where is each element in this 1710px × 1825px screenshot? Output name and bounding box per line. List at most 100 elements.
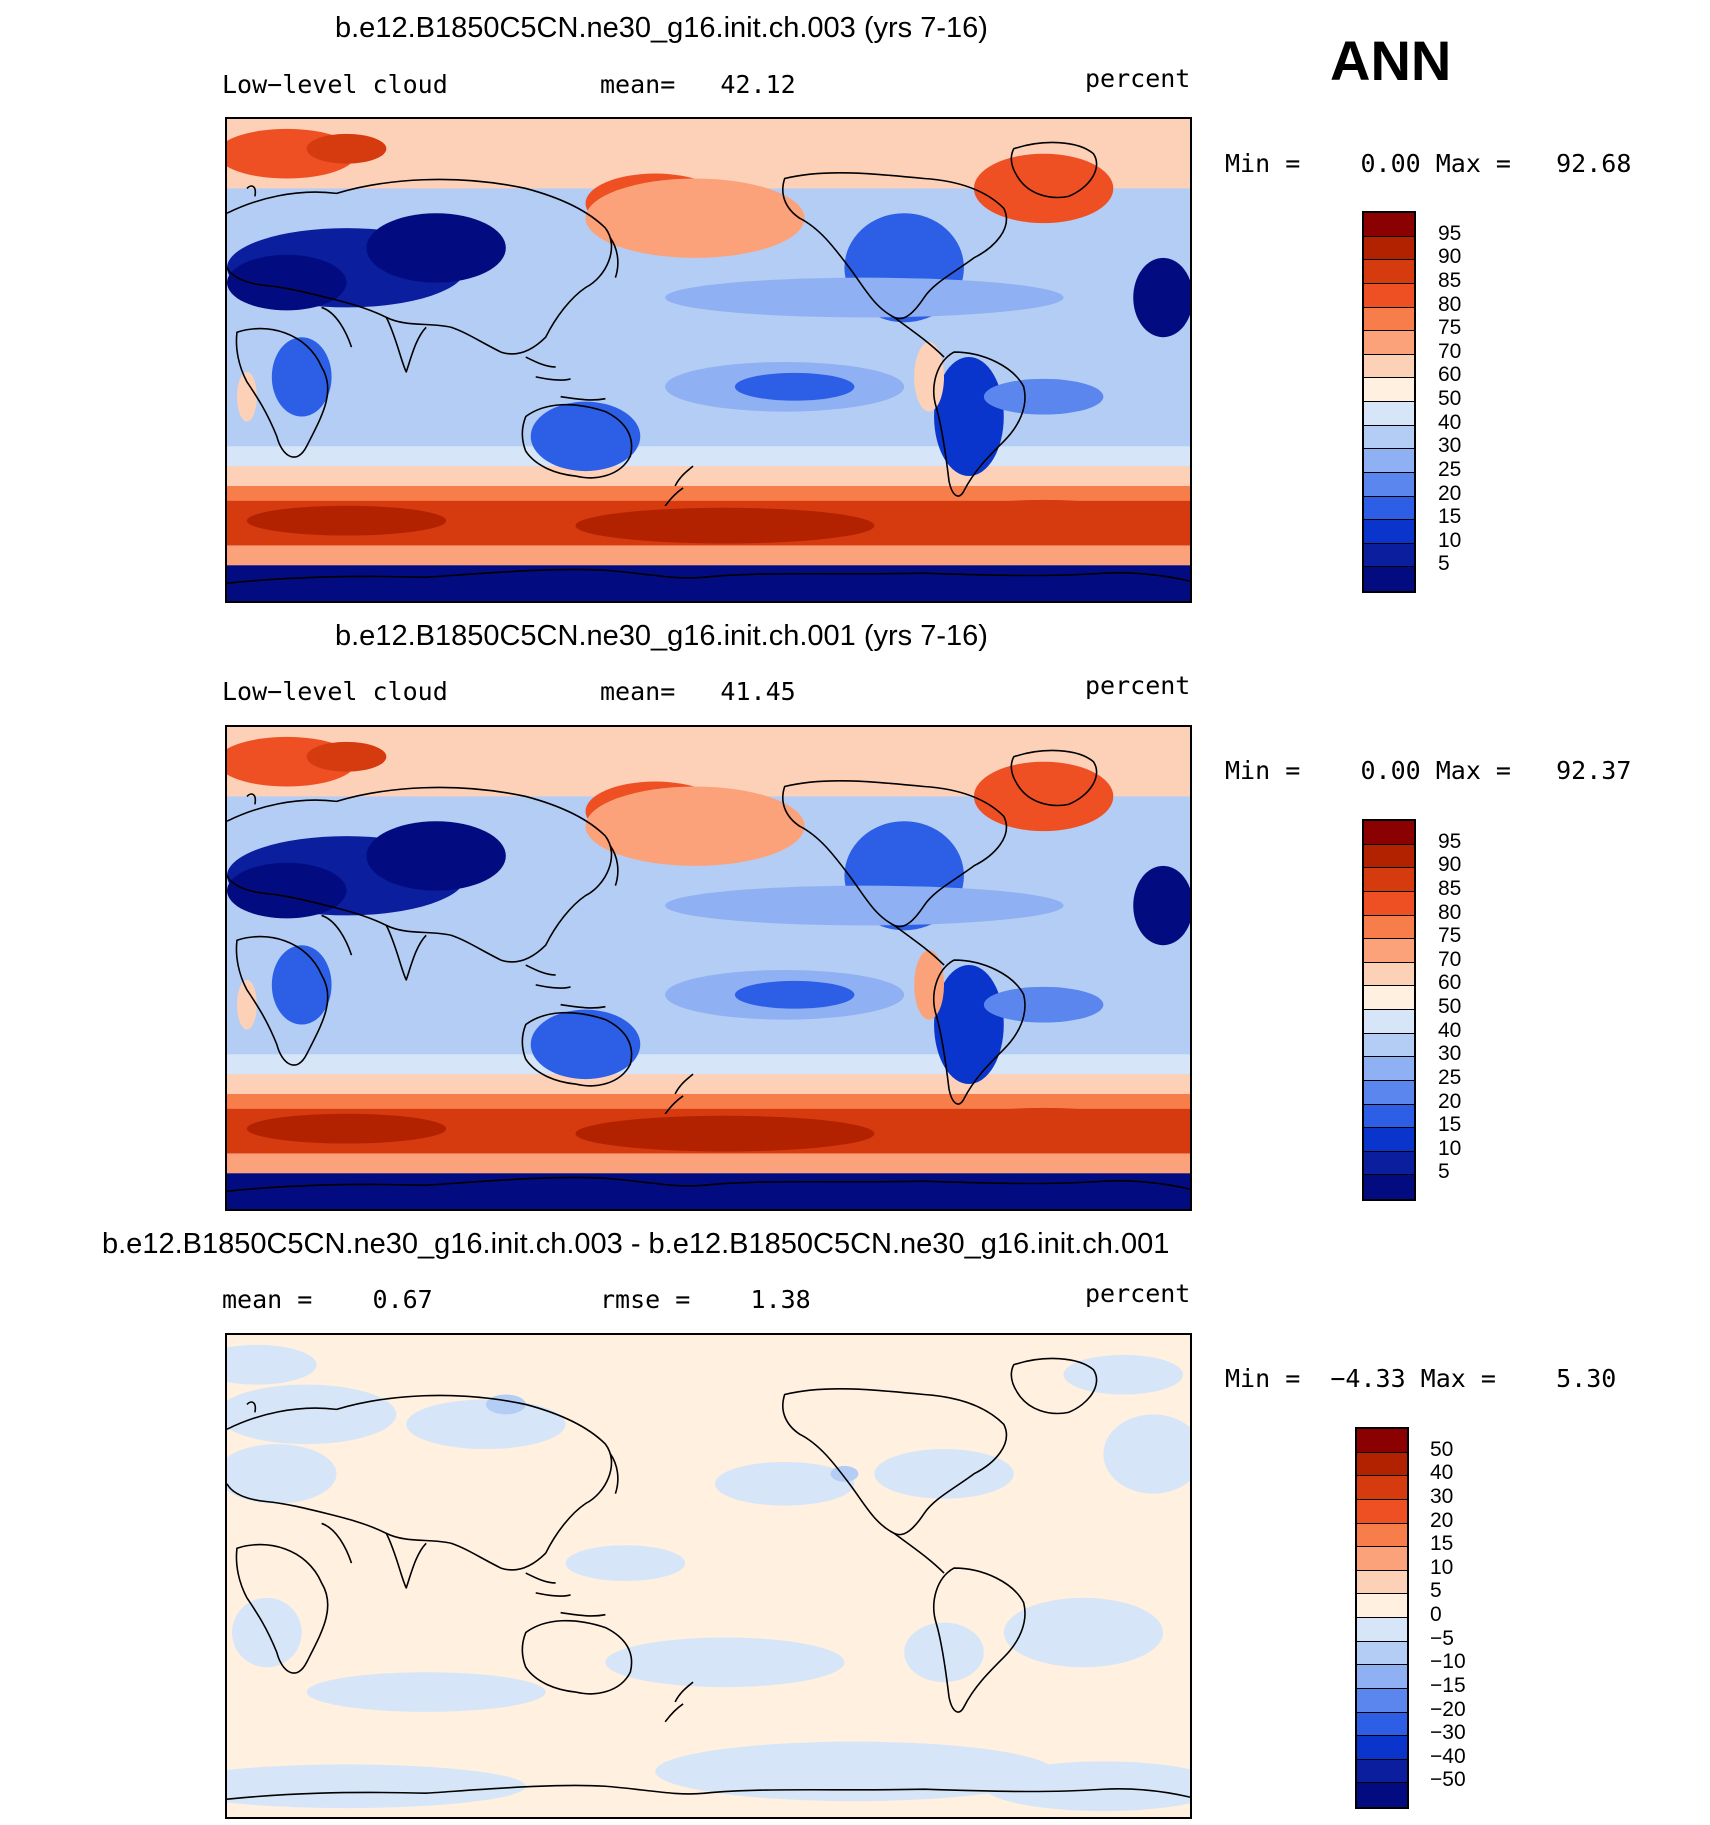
panel1-variable-label: Low−level cloud — [222, 70, 448, 99]
colorbar-tick-label: 75 — [1438, 924, 1462, 948]
panel3-minmax-label: Min = −4.33 Max = 5.30 — [1225, 1364, 1617, 1393]
colorbar-swatch — [1364, 821, 1414, 845]
colorbar-swatch — [1357, 1688, 1407, 1713]
colorbar-swatch — [1357, 1594, 1407, 1618]
colorbar-tick-label: 70 — [1438, 339, 1462, 363]
panel2-units-label: percent — [1085, 671, 1191, 700]
panel3-rmse-label: rmse = 1.38 — [600, 1285, 811, 1314]
colorbar-swatch — [1364, 402, 1414, 426]
colorbar-tick-label: −10 — [1430, 1650, 1466, 1674]
colorbar-tick-label: 85 — [1438, 876, 1462, 900]
panel2-map-canvas — [227, 727, 1190, 1209]
panel1-map-canvas — [227, 119, 1190, 601]
colorbar-swatch — [1357, 1712, 1407, 1737]
colorbar-swatch — [1364, 986, 1414, 1010]
colorbar-tick-label: 25 — [1438, 457, 1462, 481]
colorbar-tick-label: 85 — [1438, 268, 1462, 292]
colorbar-swatch — [1357, 1452, 1407, 1477]
panel2-colorbar — [1362, 819, 1416, 1201]
panel1-title: b.e12.B1850C5CN.ne30_g16.init.ch.003 (yr… — [335, 12, 988, 44]
colorbar-swatch — [1364, 962, 1414, 987]
panel3-colorbar — [1355, 1427, 1409, 1809]
colorbar-swatch — [1357, 1523, 1407, 1548]
colorbar-swatch — [1357, 1547, 1407, 1571]
colorbar-swatch — [1357, 1736, 1407, 1760]
colorbar-tick-label: 50 — [1438, 995, 1462, 1018]
colorbar-swatch — [1364, 567, 1414, 591]
panel2-mean-label: mean= 41.45 — [600, 677, 796, 706]
colorbar-tick-label: 95 — [1438, 221, 1462, 245]
colorbar-tick-label: 75 — [1438, 316, 1462, 340]
colorbar-tick-label: −40 — [1430, 1744, 1466, 1768]
colorbar-tick-label: 60 — [1438, 971, 1462, 995]
colorbar-tick-label: 20 — [1438, 481, 1462, 505]
colorbar-swatch — [1357, 1499, 1407, 1524]
colorbar-tick-label: −30 — [1430, 1721, 1466, 1745]
panel2-minmax-label: Min = 0.00 Max = 92.37 — [1225, 756, 1632, 785]
colorbar-tick-label: 90 — [1438, 245, 1462, 269]
colorbar-tick-label: 30 — [1438, 434, 1462, 458]
panel3-map-canvas — [227, 1335, 1190, 1817]
colorbar-swatch — [1364, 891, 1414, 916]
season-label: ANN — [1330, 29, 1452, 92]
colorbar-swatch — [1364, 378, 1414, 402]
panel1-units-label: percent — [1085, 64, 1191, 93]
colorbar-swatch — [1357, 1570, 1407, 1595]
colorbar-tick-label: 60 — [1438, 363, 1462, 387]
colorbar-swatch — [1364, 543, 1414, 568]
colorbar-swatch — [1357, 1641, 1407, 1666]
colorbar-tick-label: 20 — [1430, 1508, 1454, 1532]
colorbar-tick-label: −20 — [1430, 1697, 1466, 1721]
colorbar-swatch — [1364, 1057, 1414, 1081]
colorbar-tick-label: −15 — [1430, 1673, 1466, 1697]
colorbar-tick-label: 80 — [1438, 900, 1462, 924]
colorbar-swatch — [1364, 1104, 1414, 1129]
colorbar-tick-label: 20 — [1438, 1089, 1462, 1113]
colorbar-swatch — [1364, 520, 1414, 544]
colorbar-tick-label: 15 — [1438, 1113, 1462, 1137]
colorbar-tick-label: 80 — [1438, 292, 1462, 316]
panel1-minmax-label: Min = 0.00 Max = 92.68 — [1225, 149, 1632, 178]
colorbar-tick-label: 15 — [1438, 505, 1462, 529]
colorbar-tick-label: −50 — [1430, 1768, 1466, 1792]
panel2-variable-label: Low−level cloud — [222, 677, 448, 706]
colorbar-swatch — [1364, 213, 1414, 237]
colorbar-swatch — [1357, 1476, 1407, 1500]
panel3-map — [225, 1333, 1192, 1819]
colorbar-swatch — [1364, 844, 1414, 869]
colorbar-swatch — [1364, 915, 1414, 940]
colorbar-tick-label: 50 — [1438, 387, 1462, 410]
panel1-colorbar — [1362, 211, 1416, 593]
colorbar-tick-label: 25 — [1438, 1065, 1462, 1089]
colorbar-tick-label: 15 — [1430, 1532, 1454, 1556]
colorbar-swatch — [1364, 939, 1414, 963]
colorbar-swatch — [1364, 331, 1414, 355]
panel2-map — [225, 725, 1192, 1211]
colorbar-swatch — [1364, 307, 1414, 332]
colorbar-swatch — [1357, 1783, 1407, 1807]
panel2-title: b.e12.B1850C5CN.ne30_g16.init.ch.001 (yr… — [335, 620, 988, 652]
colorbar-swatch — [1364, 425, 1414, 450]
colorbar-tick-label: 10 — [1438, 528, 1462, 552]
colorbar-tick-label: 70 — [1438, 947, 1462, 971]
colorbar-tick-label: −5 — [1430, 1626, 1454, 1650]
colorbar-tick-label: 95 — [1438, 829, 1462, 853]
colorbar-tick-label: 40 — [1430, 1461, 1454, 1485]
colorbar-tick-label: 90 — [1438, 853, 1462, 877]
colorbar-tick-label: 50 — [1430, 1437, 1454, 1461]
colorbar-swatch — [1364, 1080, 1414, 1105]
colorbar-tick-label: 30 — [1430, 1484, 1454, 1508]
colorbar-swatch — [1364, 354, 1414, 379]
colorbar-swatch — [1364, 1033, 1414, 1058]
colorbar-tick-label: 5 — [1438, 552, 1450, 576]
colorbar-swatch — [1357, 1618, 1407, 1642]
panel1-map — [225, 117, 1192, 603]
colorbar-tick-label: 5 — [1438, 1160, 1450, 1184]
colorbar-tick-label: 40 — [1438, 1018, 1462, 1042]
colorbar-swatch — [1357, 1665, 1407, 1689]
panel3-title: b.e12.B1850C5CN.ne30_g16.init.ch.003 - b… — [102, 1228, 1170, 1260]
colorbar-swatch — [1364, 472, 1414, 497]
colorbar-tick-label: 5 — [1430, 1579, 1442, 1603]
colorbar-swatch — [1364, 260, 1414, 284]
colorbar-swatch — [1364, 1010, 1414, 1034]
